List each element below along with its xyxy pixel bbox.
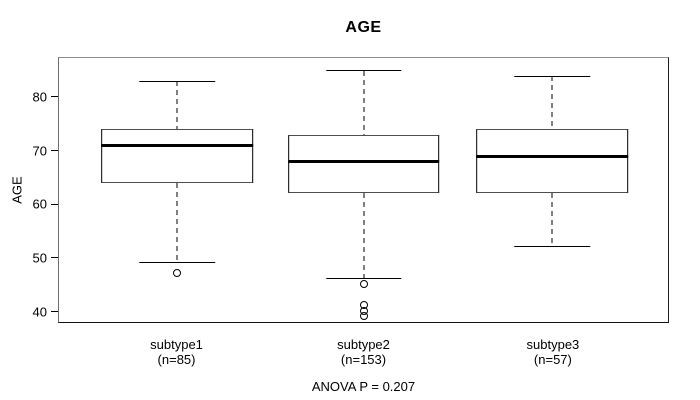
- lower-whisker: [551, 193, 553, 247]
- median-line: [476, 155, 629, 159]
- x-group-name: subtype2: [337, 337, 390, 352]
- x-group-count: (n=85): [157, 352, 196, 367]
- boxplot-box-subtype2: [287, 134, 440, 194]
- x-group-name: subtype3: [526, 337, 580, 352]
- outlier-point: [359, 280, 368, 289]
- upper-whisker: [551, 76, 553, 130]
- whisker-cap-lower: [139, 262, 215, 264]
- x-group-count: (n=153): [340, 352, 387, 367]
- y-tick-mark: [51, 311, 58, 313]
- upper-whisker: [363, 70, 364, 135]
- whisker-cap-lower: [514, 246, 591, 248]
- y-tick-label: 70: [32, 143, 47, 158]
- y-tick-mark: [51, 203, 58, 205]
- median-line: [287, 160, 440, 164]
- median-line: [101, 144, 253, 148]
- boxplot-box-subtype3: [476, 129, 629, 194]
- chart-title: AGE: [345, 19, 382, 36]
- plot-area: [58, 57, 669, 323]
- y-tick-label: 40: [32, 304, 47, 320]
- x-group-label-subtype3: subtype3 (n=57): [527, 337, 580, 367]
- boxplot-box-subtype1: [101, 129, 253, 183]
- lower-whisker: [363, 193, 364, 279]
- lower-whisker: [176, 182, 178, 263]
- x-group-count: (n=57): [533, 352, 572, 367]
- whisker-cap-lower: [325, 278, 402, 280]
- upper-whisker: [176, 81, 178, 130]
- anova-p-text: ANOVA P = 0.207: [311, 379, 416, 394]
- x-group-label-subtype1: subtype1 (n=85): [150, 337, 203, 367]
- y-tick-label: 80: [32, 89, 47, 105]
- y-tick-mark: [51, 96, 58, 98]
- y-tick-mark: [51, 257, 58, 259]
- whisker-cap-upper: [325, 70, 402, 72]
- whisker-cap-upper: [514, 75, 591, 77]
- y-tick-label: 50: [32, 250, 47, 266]
- y-tick-label: 60: [32, 196, 47, 212]
- whisker-cap-upper: [139, 80, 215, 82]
- outlier-point: [359, 312, 368, 321]
- x-group-label-subtype2: subtype2 (n=153): [337, 337, 390, 367]
- x-group-name: subtype1: [150, 337, 203, 352]
- outlier-point: [173, 269, 182, 278]
- y-tick-mark: [51, 150, 58, 151]
